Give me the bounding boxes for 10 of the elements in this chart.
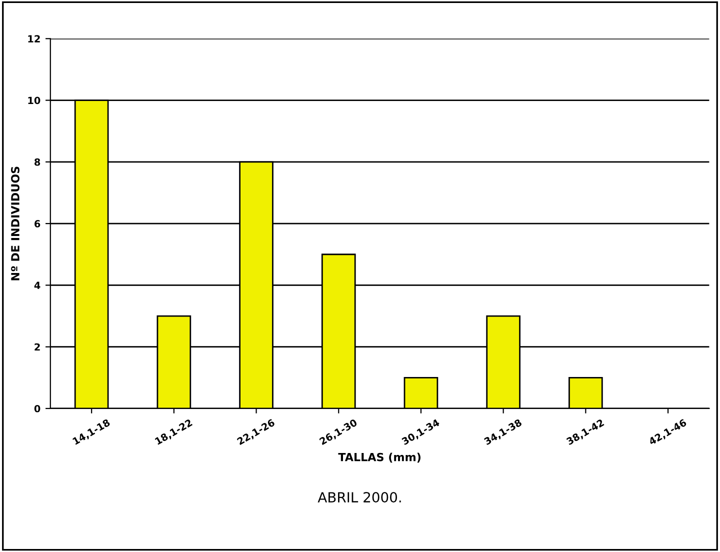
y-tick-label: 12 [28,35,40,42]
y-tick-label: 8 [34,158,40,166]
y-tick-label: 0 [34,404,40,412]
y-tick-label: 2 [34,343,40,351]
y-tick-label: 6 [34,220,40,228]
x-axis-title: TALLAS (mm) [338,452,420,463]
text: ABRIL 2000. [318,492,401,503]
y-tick-label: 4 [34,282,40,289]
y-tick-label: 10 [28,96,40,104]
y-axis-title: Nº DE INDIVIDUOS [11,166,20,280]
